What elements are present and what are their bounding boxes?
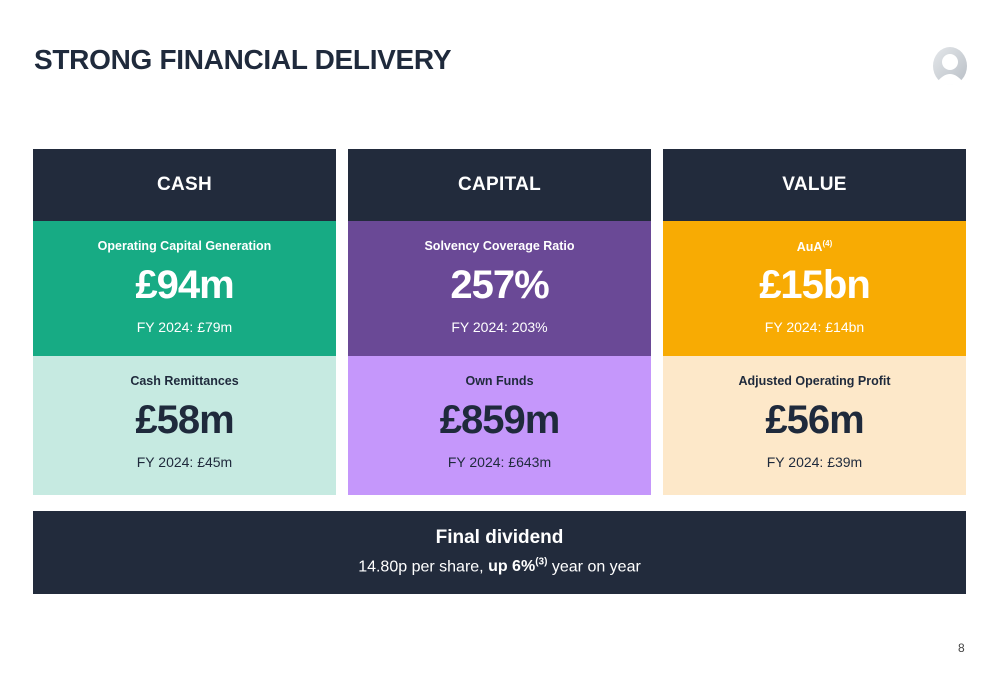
metric-tile: Own Funds £859m FY 2024: £643m [348,356,651,495]
metric-tile: Operating Capital Generation £94m FY 202… [33,221,336,356]
page-title: STRONG FINANCIAL DELIVERY [34,44,452,75]
dividend-highlight-text: up 6% [488,558,536,576]
column-capital: CAPITAL Solvency Coverage Ratio 257% FY … [348,149,651,495]
dividend-text-after: year on year [547,558,641,576]
page-number: 8 [958,641,965,655]
metric-tile: Adjusted Operating Profit £56m FY 2024: … [663,356,966,495]
metric-label-text: AuA [796,240,823,255]
metric-value: 257% [450,263,549,307]
metric-label: Solvency Coverage Ratio [424,239,575,253]
metric-value: £859m [439,398,561,442]
metric-value: £15bn [759,263,871,307]
metric-tile: AuA(4) £15bn FY 2024: £14bn [663,221,966,356]
metric-prior: FY 2024: £39m [766,454,863,470]
dividend-title: Final dividend [435,527,564,548]
metric-prior: FY 2024: £643m [447,454,552,470]
footnote-marker: (4) [822,239,833,248]
metric-tile: Solvency Coverage Ratio 257% FY 2024: 20… [348,221,651,356]
metric-label: Own Funds [465,374,534,388]
dividend-banner: Final dividend 14.80p per share, up 6%(3… [33,511,966,594]
column-header: CAPITAL [348,149,651,221]
footnote-marker: (3) [535,557,548,568]
metric-prior: FY 2024: £45m [136,454,233,470]
metric-tile: Cash Remittances £58m FY 2024: £45m [33,356,336,495]
metric-prior: FY 2024: 203% [451,319,548,335]
column-cash: CASH Operating Capital Generation £94m F… [33,149,336,495]
metric-value: £56m [765,398,864,442]
person-silhouette-icon [933,47,967,85]
metric-prior: FY 2024: £79m [136,319,233,335]
column-value: VALUE AuA(4) £15bn FY 2024: £14bn Adjust… [663,149,966,495]
metric-value: £94m [135,263,234,307]
column-header: VALUE [663,149,966,221]
metric-label: Operating Capital Generation [97,239,272,253]
dividend-highlight: up 6%(3) [488,557,548,576]
metric-label: Cash Remittances [130,374,239,388]
dividend-detail: 14.80p per share, up 6%(3) year on year [33,557,966,576]
metric-value: £58m [135,398,234,442]
metric-label: AuA(4) [663,239,966,255]
metric-label: Adjusted Operating Profit [738,374,891,388]
dividend-text-before: 14.80p per share, [358,558,489,576]
metric-prior: FY 2024: £14bn [764,319,865,335]
column-header: CASH [33,149,336,221]
